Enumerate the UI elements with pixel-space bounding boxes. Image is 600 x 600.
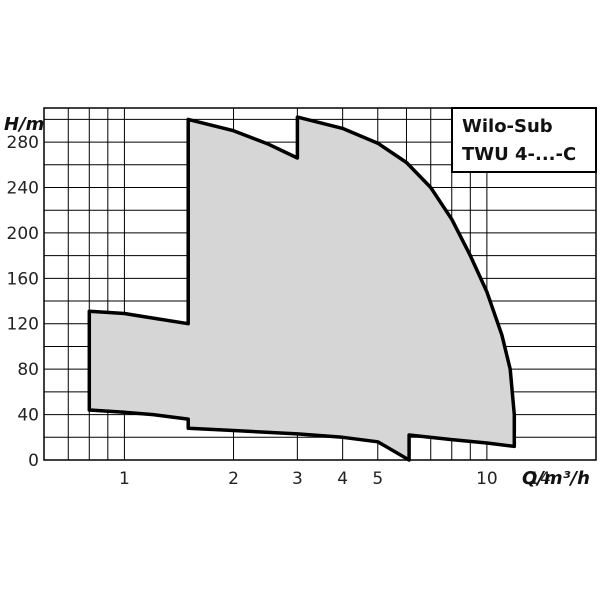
- y-tick-label: 120: [7, 315, 39, 335]
- plot-frame: [43, 107, 597, 461]
- x-tick-label: 1: [119, 469, 130, 489]
- y-tick-label: 280: [7, 133, 39, 153]
- y-tick-label: 160: [7, 269, 39, 289]
- x-tick-label: 5: [372, 469, 383, 489]
- x-tick-label: 10: [476, 469, 498, 489]
- x-tick-label: 2: [228, 469, 239, 489]
- y-tick-label: 0: [28, 451, 39, 471]
- x-tick-label: 14: [529, 469, 551, 489]
- x-axis-label: Q/m³/h: [522, 468, 590, 489]
- y-tick-label: 200: [7, 224, 39, 244]
- legend-line: Wilo-Sub: [462, 116, 553, 137]
- y-tick-label: 240: [7, 178, 39, 198]
- operating-range-area: [87, 115, 517, 462]
- x-tick-label: 3: [292, 469, 303, 489]
- legend-line: TWU 4-...-C: [462, 144, 576, 165]
- x-tick-label: 4: [337, 469, 348, 489]
- legend: Wilo-Sub TWU 4-...-C: [451, 107, 597, 173]
- y-axis-label: H/m: [4, 114, 44, 135]
- tick-labels: 1 2 3 4 5 10 14 0 40 80 120 160 200 240 280: [7, 133, 551, 489]
- y-tick-label: 80: [17, 360, 39, 380]
- operating-range: [87, 115, 517, 462]
- legend-box: [451, 107, 597, 173]
- y-tick-label: 40: [17, 406, 39, 426]
- plot-border: [43, 107, 597, 461]
